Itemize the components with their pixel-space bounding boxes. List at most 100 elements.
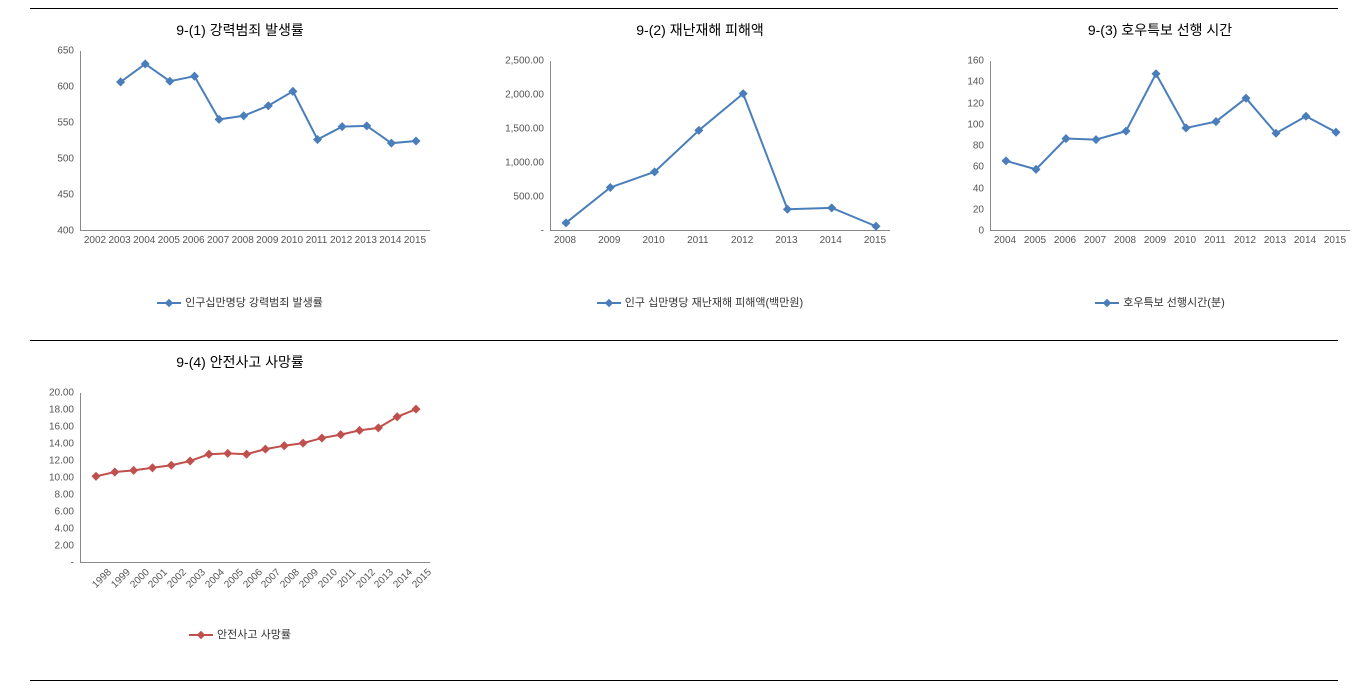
plot-area [80, 51, 430, 231]
y-tick-label: 0 [950, 226, 984, 237]
x-tick-label: 2006 [182, 235, 204, 246]
data-marker [215, 115, 224, 124]
x-tick-label: 2007 [260, 567, 284, 591]
data-marker [1301, 112, 1310, 121]
series-line [1006, 74, 1336, 170]
data-marker [1151, 69, 1160, 78]
y-tick-label: 550 [30, 118, 74, 129]
data-marker [1121, 127, 1130, 136]
x-tick-label: 2005 [222, 567, 246, 591]
legend-line-icon [597, 302, 621, 304]
x-tick-label: 2013 [1264, 235, 1286, 246]
data-marker [338, 122, 347, 131]
x-tick-label: 2002 [84, 235, 106, 246]
x-tick-label: 2010 [1174, 235, 1196, 246]
x-tick-label: 1999 [109, 567, 133, 591]
data-marker [783, 205, 792, 214]
plot-area [550, 61, 890, 231]
x-tick-label: 2009 [256, 235, 278, 246]
y-tick-label: 140 [950, 77, 984, 88]
x-tick-label: 2012 [354, 567, 378, 591]
y-tick-label: 14.00 [30, 439, 74, 450]
data-marker [827, 203, 836, 212]
chart-panel-c1: 9-(1) 강력범죄 발생률40045050055060065020022003… [30, 20, 450, 310]
x-tick-label: 2013 [775, 235, 797, 246]
y-tick-label: 2,500.00 [490, 56, 544, 67]
data-marker [190, 72, 199, 81]
x-tick-label: 2009 [598, 235, 620, 246]
y-tick-label: 450 [30, 190, 74, 201]
data-marker [280, 441, 289, 450]
x-tick-label: 2005 [158, 235, 180, 246]
x-tick-label: 2012 [330, 235, 352, 246]
legend-label: 호우특보 선행시간(분) [1123, 297, 1224, 309]
data-marker [186, 456, 195, 465]
x-tick-label: 2008 [232, 235, 254, 246]
y-tick-label: 2,000.00 [490, 90, 544, 101]
y-tick-label: 650 [30, 46, 74, 57]
data-marker [129, 466, 138, 475]
x-tick-label: 2008 [1114, 235, 1136, 246]
x-tick-label: 2015 [1324, 235, 1346, 246]
data-marker [91, 472, 100, 481]
data-marker [288, 87, 297, 96]
y-tick-label: 20.00 [30, 388, 74, 399]
data-marker [411, 136, 420, 145]
chart-box: -500.001,000.001,500.002,000.002,500.002… [490, 46, 910, 266]
data-marker [374, 423, 383, 432]
x-tick-label: 2004 [133, 235, 155, 246]
x-tick-label: 2015 [404, 235, 426, 246]
x-tick-label: 2001 [147, 567, 171, 591]
x-tick-label: 2011 [687, 235, 709, 246]
chart-panel-c2: 9-(2) 재난재해 피해액-500.001,000.001,500.002,0… [490, 20, 910, 310]
chart-title: 9-(2) 재난재해 피해액 [490, 20, 910, 40]
legend-line-icon [1095, 302, 1119, 304]
x-tick-label: 2006 [241, 567, 265, 591]
x-tick-label: 2013 [355, 235, 377, 246]
chart-svg [551, 61, 891, 231]
chart-title: 9-(4) 안전사고 사망률 [30, 352, 450, 372]
y-tick-label: 4.00 [30, 524, 74, 535]
x-tick-label: 2009 [297, 567, 321, 591]
data-marker [336, 430, 345, 439]
chart-title: 9-(3) 호우특보 선행 시간 [950, 20, 1368, 40]
x-tick-label: 2014 [820, 235, 842, 246]
data-marker [1091, 135, 1100, 144]
chart-box: 0204060801001201401602004200520062007200… [950, 46, 1368, 266]
x-tick-label: 2014 [379, 235, 401, 246]
data-marker [167, 461, 176, 470]
y-tick-label: 1,500.00 [490, 124, 544, 135]
y-tick-label: 60 [950, 162, 984, 173]
x-tick-label: 2004 [203, 567, 227, 591]
y-tick-label: 8.00 [30, 490, 74, 501]
legend-label: 인구 십만명당 재난재해 피해액(백만원) [625, 297, 803, 309]
legend-line-icon [157, 302, 181, 304]
x-tick-label: 2014 [1294, 235, 1316, 246]
x-tick-label: 1998 [90, 567, 114, 591]
chart-svg [991, 61, 1351, 231]
y-tick-label: - [490, 226, 544, 237]
x-tick-label: 2004 [994, 235, 1016, 246]
data-marker [871, 222, 880, 231]
y-tick-label: 16.00 [30, 422, 74, 433]
chart-panel-c4: 9-(4) 안전사고 사망률-2.004.006.008.0010.0012.0… [30, 352, 450, 642]
x-tick-label: 2015 [864, 235, 886, 246]
y-tick-label: 6.00 [30, 507, 74, 518]
y-tick-label: 500.00 [490, 192, 544, 203]
chart-svg [81, 393, 431, 563]
data-marker [317, 434, 326, 443]
data-marker [299, 439, 308, 448]
x-tick-label: 2009 [1144, 235, 1166, 246]
data-marker [411, 405, 420, 414]
data-marker [1331, 128, 1340, 137]
data-marker [204, 450, 213, 459]
legend-line-icon [189, 634, 213, 636]
x-tick-label: 2013 [373, 567, 397, 591]
x-tick-label: 2010 [316, 567, 340, 591]
x-tick-label: 2006 [1054, 235, 1076, 246]
x-tick-label: 2005 [1024, 235, 1046, 246]
x-tick-label: 2007 [1084, 235, 1106, 246]
data-marker [393, 412, 402, 421]
y-tick-label: 160 [950, 56, 984, 67]
legend-marker-icon [605, 299, 613, 307]
